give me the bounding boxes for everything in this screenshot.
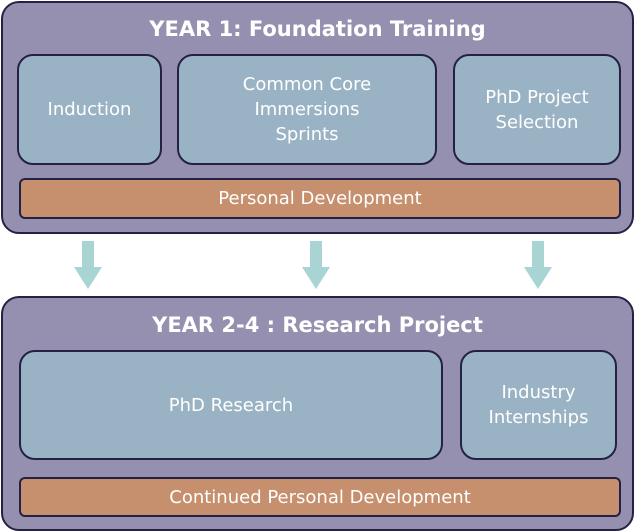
personal-development-label: Personal Development <box>218 188 422 209</box>
phd-project-selection-box: PhD Project Selection <box>453 54 621 165</box>
continued-personal-development-label: Continued Personal Development <box>169 486 471 508</box>
down-arrow-icon <box>302 241 330 289</box>
common-core-box: Common Core Immersions Sprints <box>177 54 437 165</box>
continued-personal-development-bar: Continued Personal Development <box>19 477 621 517</box>
induction-box: Induction <box>17 54 162 165</box>
phd-research-label: PhD Research <box>168 394 294 416</box>
induction-label: Induction <box>47 99 132 120</box>
down-arrow-icon <box>524 241 552 289</box>
year2-title: YEAR 2-4 : Research Project <box>152 313 483 337</box>
common-core-label: Common Core Immersions Sprints <box>242 74 372 145</box>
industry-internships-box: Industry Internships <box>460 350 617 460</box>
phd-project-selection-label: PhD Project Selection <box>485 86 589 133</box>
personal-development-bar: Personal Development <box>19 178 621 219</box>
down-arrow-icon <box>74 241 102 289</box>
year1-title: YEAR 1: Foundation Training <box>149 17 486 41</box>
phd-research-box: PhD Research <box>19 350 443 460</box>
industry-internships-label: Industry Internships <box>488 382 589 428</box>
year2-panel: YEAR 2-4 : Research Project PhD Research… <box>1 296 634 531</box>
year1-panel: YEAR 1: Foundation Training Induction Co… <box>1 1 634 234</box>
